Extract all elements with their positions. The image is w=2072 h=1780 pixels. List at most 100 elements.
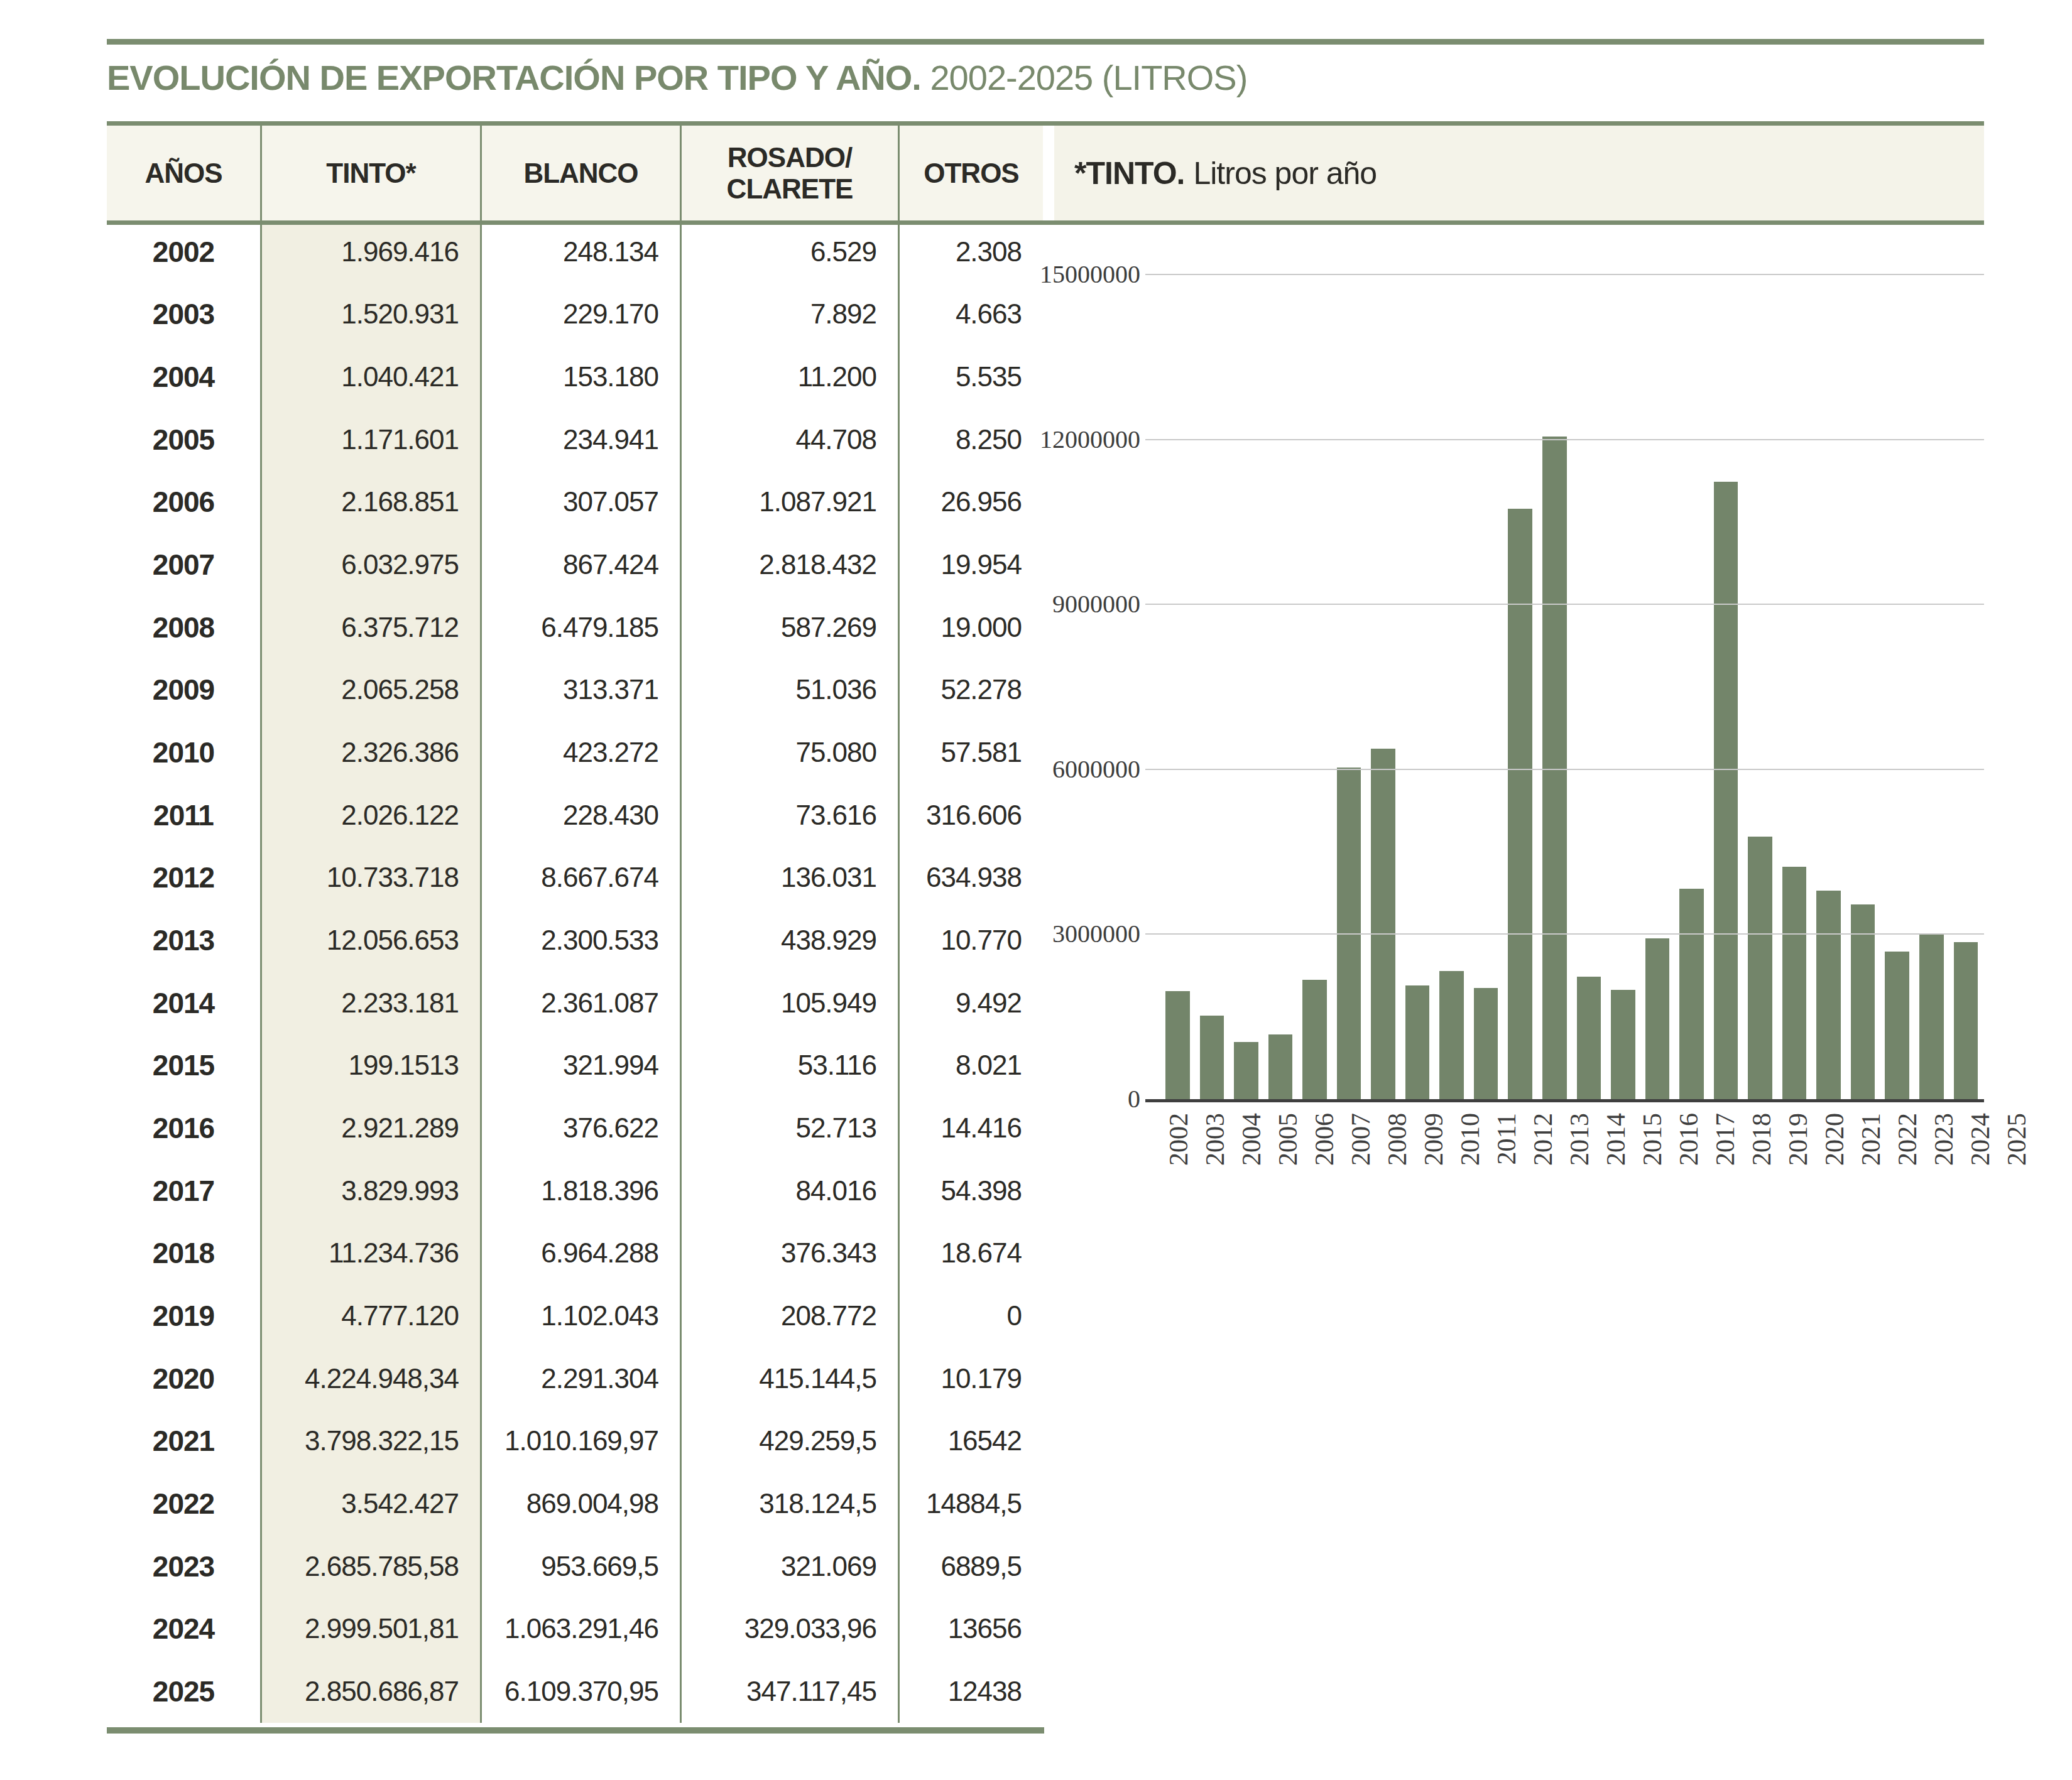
bar-2006 bbox=[1302, 980, 1327, 1099]
tinto-cell: 3.798.322,15 bbox=[262, 1409, 482, 1472]
year-cell: 2013 bbox=[107, 909, 262, 972]
gridline bbox=[1145, 769, 1984, 770]
x-axis-tick: 2010 bbox=[1457, 1113, 1483, 1232]
blanco-cell: 867.424 bbox=[482, 533, 682, 596]
blanco-cell: 1.063.291,46 bbox=[482, 1597, 682, 1660]
rosado-clarete-cell: 587.269 bbox=[682, 596, 900, 659]
blanco-cell: 376.622 bbox=[482, 1097, 682, 1159]
blanco-cell: 6.479.185 bbox=[482, 596, 682, 659]
x-axis-tick-label: 2016 bbox=[1676, 1113, 1702, 1166]
tinto-cell: 3.829.993 bbox=[262, 1159, 482, 1222]
gridline bbox=[1145, 274, 1984, 275]
rosado-clarete-cell: 51.036 bbox=[682, 659, 900, 722]
blanco-cell: 248.134 bbox=[482, 220, 682, 283]
bar-2007 bbox=[1337, 768, 1361, 1099]
x-axis-tick: 2002 bbox=[1165, 1113, 1192, 1232]
year-cell: 2003 bbox=[107, 283, 262, 346]
year-cell: 2012 bbox=[107, 847, 262, 909]
tinto-cell: 2.326.386 bbox=[262, 721, 482, 784]
x-axis-tick-label: 2019 bbox=[1785, 1113, 1811, 1166]
otros-cell: 13656 bbox=[900, 1597, 1043, 1660]
x-axis-tick-label: 2024 bbox=[1967, 1113, 1993, 1166]
bar-2023 bbox=[1885, 952, 1909, 1099]
chart-header-band: *TINTO.Litros por año bbox=[1054, 126, 1984, 220]
blanco-cell: 1.818.396 bbox=[482, 1159, 682, 1222]
x-axis-tick: 2017 bbox=[1712, 1113, 1738, 1232]
bar-2002 bbox=[1165, 991, 1190, 1099]
blanco-cell: 423.272 bbox=[482, 721, 682, 784]
x-axis-tick-label: 2017 bbox=[1712, 1113, 1738, 1166]
blanco-cell: 8.667.674 bbox=[482, 847, 682, 909]
x-axis-tick-label: 2015 bbox=[1639, 1113, 1666, 1166]
x-axis-tick: 2015 bbox=[1639, 1113, 1666, 1232]
rosado-clarete-cell: 438.929 bbox=[682, 909, 900, 972]
rosado-clarete-cell: 7.892 bbox=[682, 283, 900, 346]
otros-cell: 2.308 bbox=[900, 220, 1043, 283]
x-axis-tick-label: 2021 bbox=[1858, 1113, 1884, 1166]
otros-cell: 54.398 bbox=[900, 1159, 1043, 1222]
tinto-cell: 2.685.785,58 bbox=[262, 1535, 482, 1598]
year-cell: 2004 bbox=[107, 345, 262, 408]
tinto-cell: 2.168.851 bbox=[262, 471, 482, 534]
blanco-cell: 313.371 bbox=[482, 659, 682, 722]
x-axis-tick-label: 2023 bbox=[1931, 1113, 1957, 1166]
blanco-cell: 2.300.533 bbox=[482, 909, 682, 972]
year-cell: 2020 bbox=[107, 1347, 262, 1410]
rosado-clarete-cell: 318.124,5 bbox=[682, 1472, 900, 1535]
otros-cell: 316.606 bbox=[900, 784, 1043, 847]
rosado-clarete-cell: 1.087.921 bbox=[682, 471, 900, 534]
bar-2022 bbox=[1851, 904, 1875, 1099]
year-cell: 2021 bbox=[107, 1409, 262, 1472]
bar-2005 bbox=[1268, 1034, 1293, 1099]
otros-cell: 18.674 bbox=[900, 1222, 1043, 1285]
header-bottom-rule bbox=[107, 220, 1984, 225]
otros-cell: 26.956 bbox=[900, 471, 1043, 534]
tinto-cell: 4.224.948,34 bbox=[262, 1347, 482, 1410]
otros-cell: 634.938 bbox=[900, 847, 1043, 909]
year-cell: 2008 bbox=[107, 596, 262, 659]
x-axis-tick: 2019 bbox=[1785, 1113, 1811, 1232]
x-axis-tick: 2006 bbox=[1311, 1113, 1338, 1232]
x-axis-tick: 2023 bbox=[1931, 1113, 1957, 1232]
blanco-cell: 953.669,5 bbox=[482, 1535, 682, 1598]
x-axis-tick: 2012 bbox=[1530, 1113, 1556, 1232]
tinto-cell: 2.999.501,81 bbox=[262, 1597, 482, 1660]
x-axis-tick: 2007 bbox=[1348, 1113, 1374, 1232]
blanco-cell: 229.170 bbox=[482, 283, 682, 346]
otros-cell: 8.250 bbox=[900, 408, 1043, 471]
top-rule bbox=[107, 39, 1984, 45]
x-axis-tick: 2016 bbox=[1676, 1113, 1702, 1232]
otros-cell: 0 bbox=[900, 1284, 1043, 1347]
gridline bbox=[1145, 604, 1984, 605]
x-axis-tick-label: 2014 bbox=[1603, 1113, 1629, 1166]
year-cell: 2018 bbox=[107, 1222, 262, 1285]
rosado-clarete-cell: 105.949 bbox=[682, 972, 900, 1034]
rosado-clarete-cell: 52.713 bbox=[682, 1097, 900, 1159]
bar-2021 bbox=[1816, 891, 1841, 1099]
year-cell: 2016 bbox=[107, 1097, 262, 1159]
x-axis-tick-label: 2004 bbox=[1238, 1113, 1265, 1166]
column-header-label: BLANCO bbox=[523, 158, 638, 188]
x-axis-tick: 2020 bbox=[1821, 1113, 1848, 1232]
otros-cell: 10.179 bbox=[900, 1347, 1043, 1410]
rosado-clarete-cell: 136.031 bbox=[682, 847, 900, 909]
column-header-label: OTROS bbox=[924, 158, 1018, 188]
table-bottom-rule bbox=[107, 1727, 1044, 1734]
tinto-cell: 2.026.122 bbox=[262, 784, 482, 847]
bar-2024 bbox=[1919, 934, 1944, 1099]
tinto-cell: 10.733.718 bbox=[262, 847, 482, 909]
chart-bars bbox=[1165, 274, 1978, 1099]
blanco-cell: 2.291.304 bbox=[482, 1347, 682, 1410]
tinto-cell: 2.233.181 bbox=[262, 972, 482, 1034]
otros-cell: 16542 bbox=[900, 1409, 1043, 1472]
tinto-cell: 6.032.975 bbox=[262, 533, 482, 596]
tinto-cell: 1.040.421 bbox=[262, 345, 482, 408]
x-axis-tick-label: 2005 bbox=[1275, 1113, 1301, 1166]
column-header-blanco: BLANCO bbox=[482, 126, 682, 220]
otros-cell: 8.021 bbox=[900, 1034, 1043, 1097]
bar-2015 bbox=[1611, 990, 1635, 1099]
year-cell: 2023 bbox=[107, 1535, 262, 1598]
rosado-clarete-cell: 208.772 bbox=[682, 1284, 900, 1347]
tinto-cell: 3.542.427 bbox=[262, 1472, 482, 1535]
bar-2020 bbox=[1782, 867, 1807, 1099]
